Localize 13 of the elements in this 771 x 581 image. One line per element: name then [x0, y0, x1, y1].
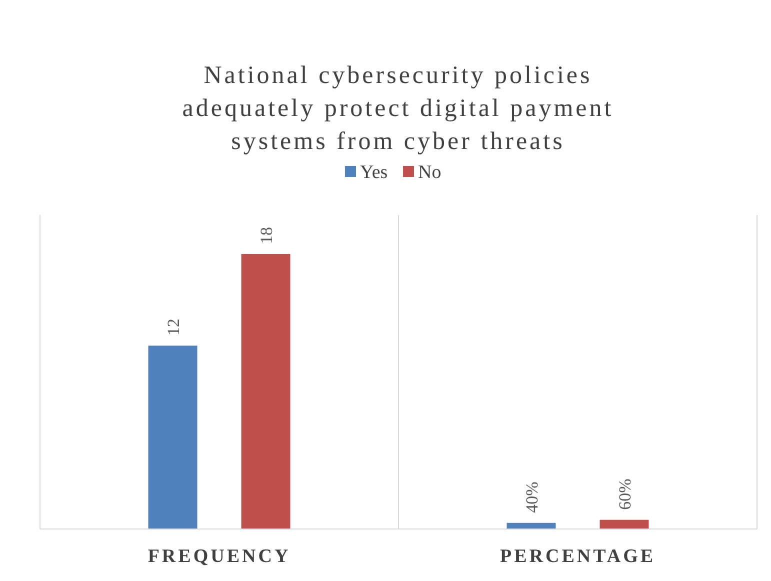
bar: [506, 522, 556, 529]
x-tick-label: PERCENTAGE: [500, 546, 656, 567]
data-label: 40%: [522, 482, 542, 513]
legend-label: Yes: [360, 162, 388, 183]
bar: [241, 254, 290, 529]
data-label: 18: [256, 227, 276, 244]
x-tick-label: FREQUENCY: [148, 546, 291, 567]
bar: [600, 520, 649, 529]
bar: [148, 346, 198, 529]
data-label: 60%: [615, 478, 634, 510]
data-label: 12: [164, 318, 183, 336]
legend-label: No: [418, 162, 442, 183]
chart-title: National cybersecurity policies adequately protect digital payment systems from cyber threats: [182, 62, 614, 155]
